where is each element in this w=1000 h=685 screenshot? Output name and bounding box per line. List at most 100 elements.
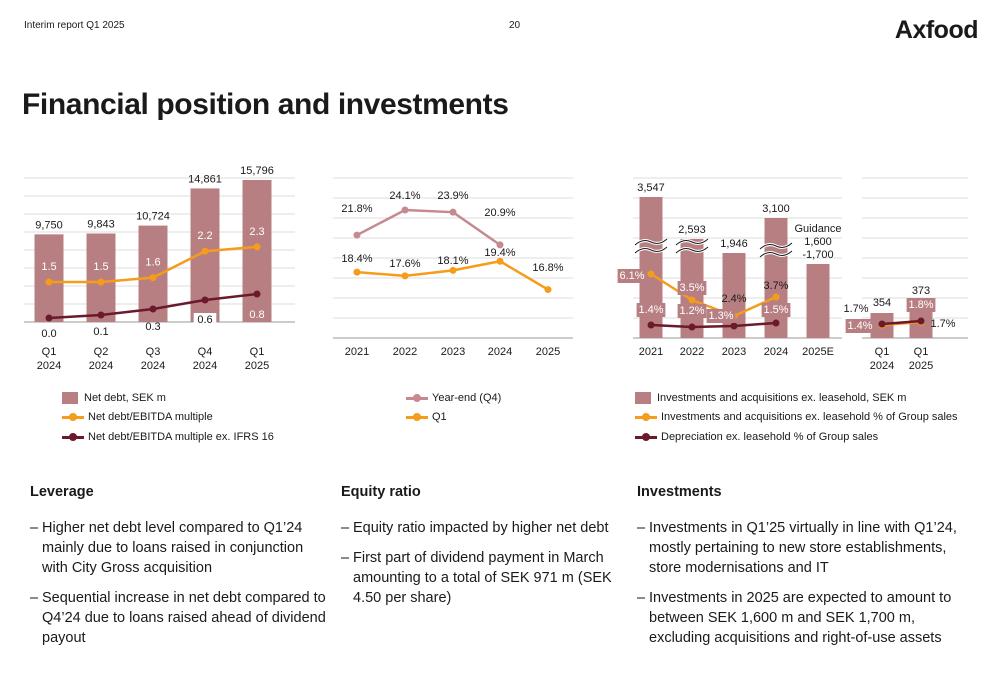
bullet-item: – Investments in 2025 are expected to amo… bbox=[637, 590, 952, 646]
x-tick-label: Q1 bbox=[914, 346, 929, 358]
bullet-text: First part of dividend payment in March … bbox=[353, 550, 612, 606]
ebitda-label: 2.3 bbox=[249, 226, 264, 238]
bar-value-label: 1,946 bbox=[720, 238, 748, 250]
investments-pct-label: 3.7% bbox=[763, 280, 788, 292]
net-debt-bar bbox=[86, 233, 116, 322]
q1-label: 18.4% bbox=[341, 253, 372, 265]
ebitda-label-bg bbox=[141, 255, 165, 270]
year-end-point bbox=[449, 208, 457, 216]
bullet-item: – Equity ratio impacted by higher net deb… bbox=[341, 520, 609, 536]
bar-value-label: 15,796 bbox=[240, 165, 274, 177]
x-tick-label: Q2 bbox=[94, 346, 109, 358]
x-tick-label: 2025 bbox=[245, 360, 269, 372]
ebitda-ex-ifrs-label: 0.1 bbox=[93, 326, 108, 338]
bullet-item: – First part of dividend payment in March… bbox=[341, 550, 612, 606]
depreciation-q1-pct-label: 1.7% bbox=[930, 318, 955, 330]
guidance-label: Guidance bbox=[794, 223, 841, 235]
line-swatch bbox=[406, 392, 428, 404]
net-debt-ebitda-ex-ifrs-point bbox=[45, 314, 53, 322]
x-tick-label: 2023 bbox=[722, 346, 746, 358]
x-tick-label: Q1 bbox=[42, 346, 57, 358]
equity-legend: Year-end (Q4) Q1 bbox=[406, 388, 501, 427]
page-number: 20 bbox=[509, 20, 521, 31]
depreciation-pct-line bbox=[650, 321, 777, 329]
year-end-label: 24.1% bbox=[389, 190, 420, 202]
net-debt-bar bbox=[242, 180, 272, 322]
net-debt-ebitda-point bbox=[97, 278, 105, 286]
bullet-list: – Equity ratio impacted by higher net deb… bbox=[341, 518, 621, 608]
line-swatch bbox=[406, 411, 428, 423]
bar-value-label: 14,861 bbox=[188, 173, 222, 185]
guidance-bar bbox=[806, 264, 830, 338]
depreciation-pct-label-bg bbox=[636, 303, 666, 317]
legend-label: Net debt/EBITDA multiple bbox=[88, 411, 213, 424]
x-tick-label: Q1 bbox=[250, 346, 265, 358]
x-tick-label: 2024 bbox=[488, 346, 512, 358]
year-end-label: 23.9% bbox=[437, 190, 468, 202]
investments-pct-label: 1.3% bbox=[708, 310, 733, 322]
investments-pct-point bbox=[647, 270, 655, 278]
net-debt-ebitda-ex-ifrs-point bbox=[149, 305, 157, 313]
line-swatch bbox=[635, 431, 657, 443]
x-tick-label: 2022 bbox=[393, 346, 417, 358]
investments-pct-label-bg bbox=[677, 281, 707, 295]
charts-canvas: 9,750 9,843 10,724 14,861 15,796 1.5 1.5 1.6 2.2… bbox=[24, 165, 968, 372]
section-heading: Equity ratio bbox=[341, 484, 421, 500]
axis-break-mark bbox=[675, 246, 709, 254]
depreciation-pct-point bbox=[730, 322, 738, 330]
bullet-text: Sequential increase in net debt compared… bbox=[42, 590, 326, 646]
legend-label: Depreciation ex. leasehold % of Group sa… bbox=[661, 430, 879, 443]
ebitda-ex-ifrs-label-bg bbox=[193, 313, 217, 327]
x-tick-label: 2025 bbox=[536, 346, 560, 358]
investments-pct-label: 6.1% bbox=[619, 270, 644, 282]
bar-swatch bbox=[635, 391, 651, 404]
legend-item-depreciation-pct: Depreciation ex. leasehold % of Group sa… bbox=[635, 427, 958, 447]
ebitda-ex-ifrs-label-bg bbox=[245, 308, 269, 322]
investments-pct-point bbox=[688, 296, 696, 304]
bar-value-label: 354 bbox=[873, 297, 891, 309]
leverage-section: Leverage – Higher net debt level compared… bbox=[30, 484, 330, 658]
x-tick-label: 2024 bbox=[193, 360, 217, 372]
ebitda-label-bg bbox=[89, 260, 113, 274]
bullet-text: Investments in 2025 are expected to amou… bbox=[649, 590, 952, 646]
legend-label: Net debt, SEK m bbox=[84, 391, 166, 404]
line-swatch bbox=[635, 411, 657, 423]
bar-value-label: 9,843 bbox=[87, 219, 115, 231]
investments-pct-line bbox=[650, 272, 777, 318]
bar-value-label: 373 bbox=[912, 285, 930, 297]
bullet-text: Equity ratio impacted by higher net debt bbox=[353, 520, 609, 536]
leverage-legend: Net debt, SEK m Net debt/EBITDA multiple… bbox=[62, 388, 274, 447]
net-debt-ebitda-ex-ifrs-point bbox=[97, 311, 105, 319]
net-debt-ebitda-point bbox=[45, 278, 53, 286]
axis-break-mark bbox=[634, 238, 668, 246]
investments-q1-pct-label: 1.4% bbox=[847, 320, 872, 332]
x-tick-label: 2024 bbox=[89, 360, 113, 372]
investments-bar bbox=[639, 197, 663, 338]
equity-section: Equity ratio – Equity ratio impacted by h… bbox=[341, 484, 621, 618]
legend-item-investments: Investments and acquisitions ex. leaseho… bbox=[635, 388, 958, 408]
investments-section: Investments – Investments in Q1’25 virtua… bbox=[637, 484, 977, 658]
depreciation-pct-point bbox=[688, 323, 696, 331]
ebitda-label: 1.5 bbox=[41, 261, 56, 273]
depreciation-q1-pct-point bbox=[878, 320, 886, 328]
investments-q1-pct-label-bg bbox=[906, 298, 936, 312]
investments-q1-pct-label: 1.8% bbox=[908, 299, 933, 311]
depreciation-pct-label-bg bbox=[761, 303, 791, 317]
ebitda-ex-ifrs-label: 0.6 bbox=[197, 314, 212, 326]
x-tick-label: 2024 bbox=[870, 360, 894, 372]
depreciation-pct-label: 1.2% bbox=[679, 305, 704, 317]
q1-point bbox=[401, 272, 409, 280]
q1-point bbox=[449, 266, 457, 274]
net-debt-bar bbox=[34, 234, 64, 322]
investments-pct-label: 3.5% bbox=[679, 282, 704, 294]
investments-pct-point bbox=[772, 293, 780, 301]
bullet-item: – Higher net debt level compared to Q1’24… bbox=[30, 520, 304, 576]
investments-pct-label-bg bbox=[706, 309, 736, 323]
x-tick-label: 2021 bbox=[345, 346, 369, 358]
x-tick-label: 2024 bbox=[37, 360, 61, 372]
ebitda-label-bg bbox=[245, 224, 269, 239]
year-end-line bbox=[356, 208, 501, 246]
legend-label: Investments and acquisitions ex. leaseho… bbox=[661, 411, 958, 424]
depreciation-pct-label-bg bbox=[677, 304, 707, 318]
report-title: Interim report Q1 2025 bbox=[24, 20, 125, 31]
